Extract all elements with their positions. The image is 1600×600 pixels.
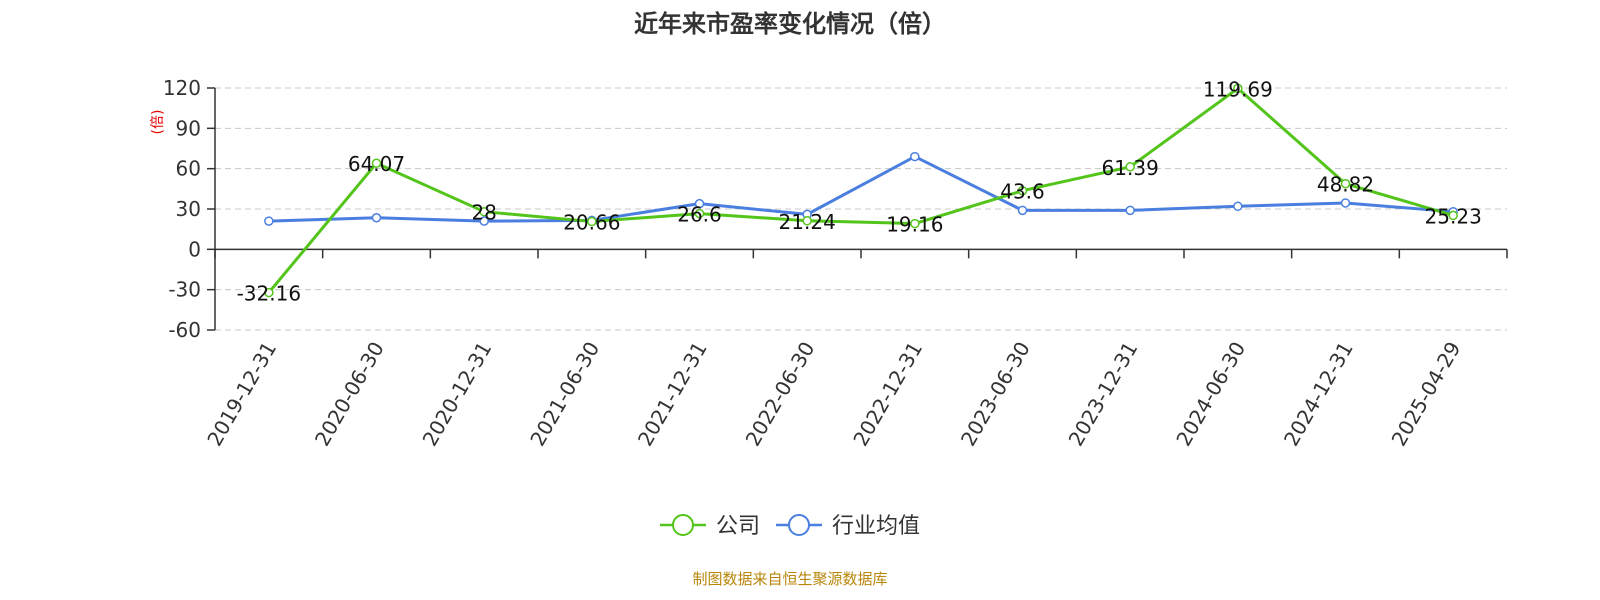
data-point bbox=[1340, 178, 1351, 189]
y-tick-label: -30 bbox=[168, 278, 201, 302]
y-axis-label: (倍) bbox=[150, 110, 166, 135]
grid bbox=[215, 87, 1507, 331]
data-point bbox=[694, 208, 705, 219]
data-label: 43.6 bbox=[1000, 180, 1045, 204]
data-point bbox=[479, 206, 489, 217]
legend-item-1[interactable]: 行业均值 bbox=[776, 514, 920, 539]
x-tick-label: 2021-06-30 bbox=[525, 338, 604, 451]
data-point bbox=[479, 216, 489, 226]
data-label: 25.23 bbox=[1425, 204, 1482, 228]
data-point bbox=[1017, 205, 1028, 216]
data-point bbox=[371, 158, 382, 168]
y-tick-label: 0 bbox=[188, 237, 201, 261]
data-labels: -32.16 64.07 28 20.66 26.6 21.24 19.16 43.6 61.3… bbox=[237, 77, 1482, 305]
data-point bbox=[1233, 83, 1243, 94]
data-label: 19.16 bbox=[886, 213, 943, 237]
x-tick-label: 2023-06-30 bbox=[956, 338, 1035, 451]
data-label: 26.6 bbox=[677, 203, 722, 227]
y-tick-label: 120 bbox=[163, 76, 201, 100]
x-tick-label: 2020-06-30 bbox=[310, 338, 389, 451]
legend-item-0[interactable]: 公司 bbox=[660, 514, 760, 539]
data-label: 119.69 bbox=[1203, 77, 1273, 101]
series-line-1 bbox=[268, 155, 1454, 223]
x-tick-label: 2022-12-31 bbox=[848, 337, 927, 450]
data-point bbox=[1125, 205, 1135, 216]
x-tick-label: 2020-12-31 bbox=[418, 337, 497, 450]
data-point bbox=[694, 198, 705, 209]
legend-marker bbox=[672, 514, 694, 536]
data-point bbox=[1340, 198, 1351, 208]
legend-label: 公司 bbox=[716, 514, 760, 539]
data-label: 61.39 bbox=[1102, 156, 1159, 180]
chart-title: 近年来市盈率变化情况（倍） bbox=[634, 10, 946, 38]
data-point bbox=[910, 151, 920, 162]
data-label: 20.66 bbox=[563, 211, 620, 235]
data-point bbox=[1125, 162, 1135, 172]
series-layer bbox=[264, 83, 1458, 298]
data-label: 28 bbox=[471, 201, 496, 225]
y-tick-label: 30 bbox=[176, 197, 201, 221]
legend-marker bbox=[788, 514, 810, 536]
data-label: -32.16 bbox=[237, 282, 301, 306]
y-tick-label: 90 bbox=[176, 116, 201, 140]
x-tick-label: 2023-12-31 bbox=[1064, 338, 1143, 451]
data-point bbox=[587, 216, 597, 227]
y-tick-label: 60 bbox=[176, 157, 201, 181]
x-tick-label: 2024-06-30 bbox=[1171, 338, 1250, 451]
series-line-0 bbox=[267, 86, 1454, 294]
data-label: 64.07 bbox=[348, 152, 405, 176]
y-tick-label: -60 bbox=[168, 318, 201, 342]
legend[interactable]: 公司 行业均值 bbox=[660, 514, 920, 539]
source-note: 制图数据来自恒生聚源数据库 bbox=[692, 570, 887, 588]
data-label: 48.82 bbox=[1317, 173, 1374, 197]
data-point bbox=[264, 287, 274, 298]
data-point bbox=[1233, 201, 1243, 212]
data-point bbox=[802, 216, 812, 226]
x-tick-label: 2024-12-31 bbox=[1279, 338, 1358, 451]
axes: -60 -30 0 30 60 90 120 2019-12-31 2020-06-30 2020… bbox=[163, 76, 1508, 451]
data-point bbox=[1017, 185, 1028, 196]
data-label: 21.24 bbox=[779, 210, 836, 234]
data-point bbox=[264, 216, 274, 226]
x-tick-label: 2025-04-29 bbox=[1387, 338, 1466, 451]
x-tick-label: 2021-12-31 bbox=[633, 338, 712, 451]
data-point bbox=[910, 218, 920, 229]
x-tick-label: 2019-12-31 bbox=[202, 338, 281, 451]
legend-label: 行业均值 bbox=[832, 514, 920, 539]
data-point bbox=[1448, 210, 1458, 221]
data-point bbox=[371, 212, 382, 223]
x-tick-label: 2022-06-30 bbox=[741, 338, 820, 451]
